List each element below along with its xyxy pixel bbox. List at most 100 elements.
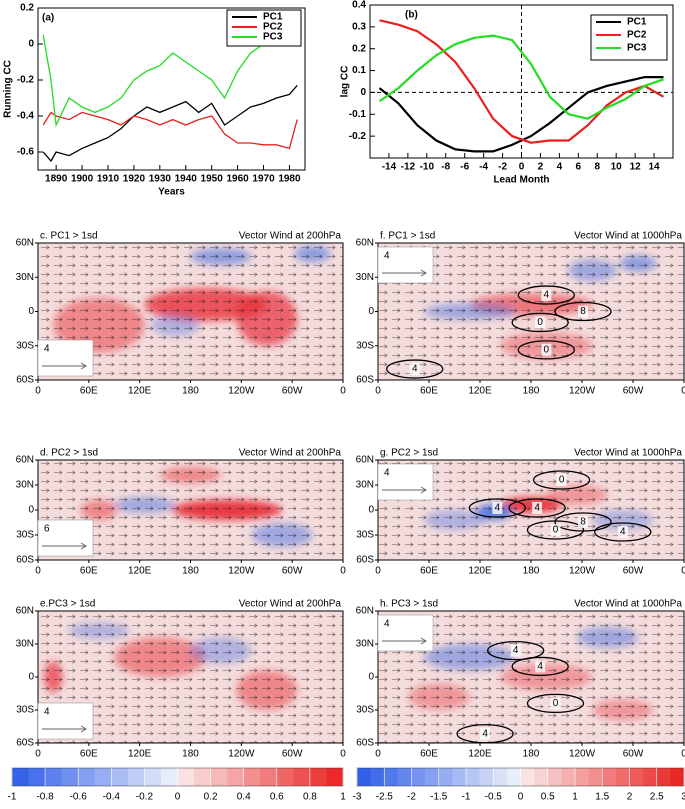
colorbar-tick-label: 0.6 — [270, 792, 284, 803]
x-tick-label: 0 — [340, 386, 346, 397]
x-tick-label: 6 — [576, 162, 582, 173]
series-line — [42, 111, 298, 150]
y-tick-label: 30N — [16, 639, 34, 650]
colorbar-tick-label: -3 — [353, 792, 362, 803]
colorbar-tick-label: 1.5 — [595, 792, 609, 803]
contour-label: 4 — [412, 364, 418, 375]
y-tick-label: 60S — [16, 375, 34, 386]
x-tick-label: 0 — [340, 749, 346, 760]
colorbar-cell — [357, 768, 371, 786]
y-tick-label: 60N — [356, 606, 374, 617]
contour-label-bg — [409, 363, 420, 376]
contour-label: 4 — [482, 728, 488, 739]
colorbar-tick-label: -0.8 — [36, 792, 54, 803]
x-tick-label: 120E — [468, 566, 492, 577]
colorbar-cell — [547, 768, 562, 786]
colorbar-cell — [588, 768, 603, 786]
y-tick-label: 30S — [16, 530, 34, 541]
colorbar-tick-label: -0.6 — [70, 792, 88, 803]
x-tick-label: -4 — [479, 162, 488, 173]
map-title: g. PC2 > 1sd — [380, 448, 438, 459]
contour — [386, 359, 444, 379]
x-tick-label: 60E — [420, 386, 438, 397]
x-tick-label: -10 — [420, 162, 435, 173]
colorbar-tick-label: -1.5 — [430, 792, 448, 803]
y-tick-label: 30N — [356, 639, 374, 650]
contour-label-bg — [532, 502, 543, 514]
x-tick-label: 60W — [623, 566, 644, 577]
x-tick-label: 0 — [340, 566, 346, 577]
contour-label-bg — [510, 644, 521, 657]
contour-label-bg — [578, 305, 589, 318]
contour-label: 4 — [544, 290, 550, 301]
colorbar-cell — [384, 768, 399, 786]
contour-label-bg — [535, 316, 546, 329]
map-subtitle: Vector Wind at 1000hPa — [574, 599, 682, 610]
x-tick-label: 60E — [80, 386, 98, 397]
contour-label: 8 — [580, 306, 586, 317]
colorbar-cell — [561, 768, 576, 786]
map-subtitle: Vector Wind at 200hPa — [239, 448, 342, 459]
colorbar-tick-label: -2 — [407, 792, 416, 803]
colorbar-tick-label: -2.5 — [376, 792, 394, 803]
series-line — [42, 84, 298, 163]
contour — [511, 656, 569, 677]
contour — [526, 693, 585, 714]
series-line — [379, 19, 665, 144]
colorbar-cell — [260, 768, 278, 786]
colorbar-tick-label: -0.5 — [485, 792, 503, 803]
y-tick-label: 30N — [356, 480, 374, 491]
colorbar-cell — [493, 768, 508, 786]
colorbar-tick-label: -0.2 — [136, 792, 154, 803]
x-tick-label: 120E — [468, 749, 492, 760]
y-tick-label: 0 — [28, 505, 34, 516]
y-tick-label: -0.2 — [349, 131, 367, 142]
colorbar-cell — [177, 768, 195, 786]
x-axis-label: Lead Month — [493, 175, 549, 186]
y-tick-label: 0 — [28, 39, 34, 50]
contour-label-bg — [550, 697, 561, 710]
x-tick-label: 120E — [128, 749, 152, 760]
colorbar-cell — [615, 768, 630, 786]
reference-arrow — [42, 725, 87, 733]
x-tick-label: 1890 — [45, 174, 68, 185]
x-tick-label: 180 — [523, 749, 540, 760]
colorbar-cell — [397, 768, 412, 786]
reference-label: 4 — [384, 619, 390, 630]
y-tick-label: 0 — [28, 306, 34, 317]
x-tick-label: 60E — [420, 566, 438, 577]
x-tick-label: 12 — [630, 162, 642, 173]
x-tick-label: 0 — [375, 566, 381, 577]
y-tick-label: 0 — [368, 505, 374, 516]
reference-arrow — [382, 486, 427, 494]
contour-label: 0 — [553, 698, 559, 709]
legend-label: PC2 — [627, 30, 647, 41]
x-tick-label: 60E — [80, 566, 98, 577]
colorbar-tick-label: 0.8 — [303, 792, 317, 803]
colorbar-cell — [370, 768, 385, 786]
contour-label: 4 — [513, 645, 519, 656]
contour-label: 4 — [537, 661, 543, 672]
y-tick-label: 0.2 — [352, 43, 366, 54]
x-tick-label: 60W — [623, 749, 644, 760]
x-tick-label: 2 — [538, 162, 544, 173]
colorbar-cell — [61, 768, 79, 786]
x-tick-label: 120E — [128, 566, 152, 577]
x-tick-label: -12 — [401, 162, 416, 173]
x-tick-label: 120E — [128, 386, 152, 397]
colorbar-tick-label: 0.4 — [237, 792, 251, 803]
colorbar-cell — [194, 768, 211, 786]
map-title: c. PC1 > 1sd — [40, 231, 98, 242]
x-axis-label: Years — [158, 187, 185, 198]
reference-label: 6 — [44, 524, 50, 535]
contour — [554, 301, 612, 322]
colorbar-cell — [629, 768, 644, 786]
y-tick-label: 60S — [16, 555, 34, 566]
y-tick-label: -0.6 — [17, 147, 35, 158]
colorbar-tick-label: 2 — [627, 792, 633, 803]
x-tick-label: 60W — [282, 749, 303, 760]
colorbar-cell — [438, 768, 453, 786]
x-tick-label: -14 — [382, 162, 397, 173]
y-tick-label: 30N — [16, 480, 34, 491]
x-tick-label: -6 — [460, 162, 469, 173]
